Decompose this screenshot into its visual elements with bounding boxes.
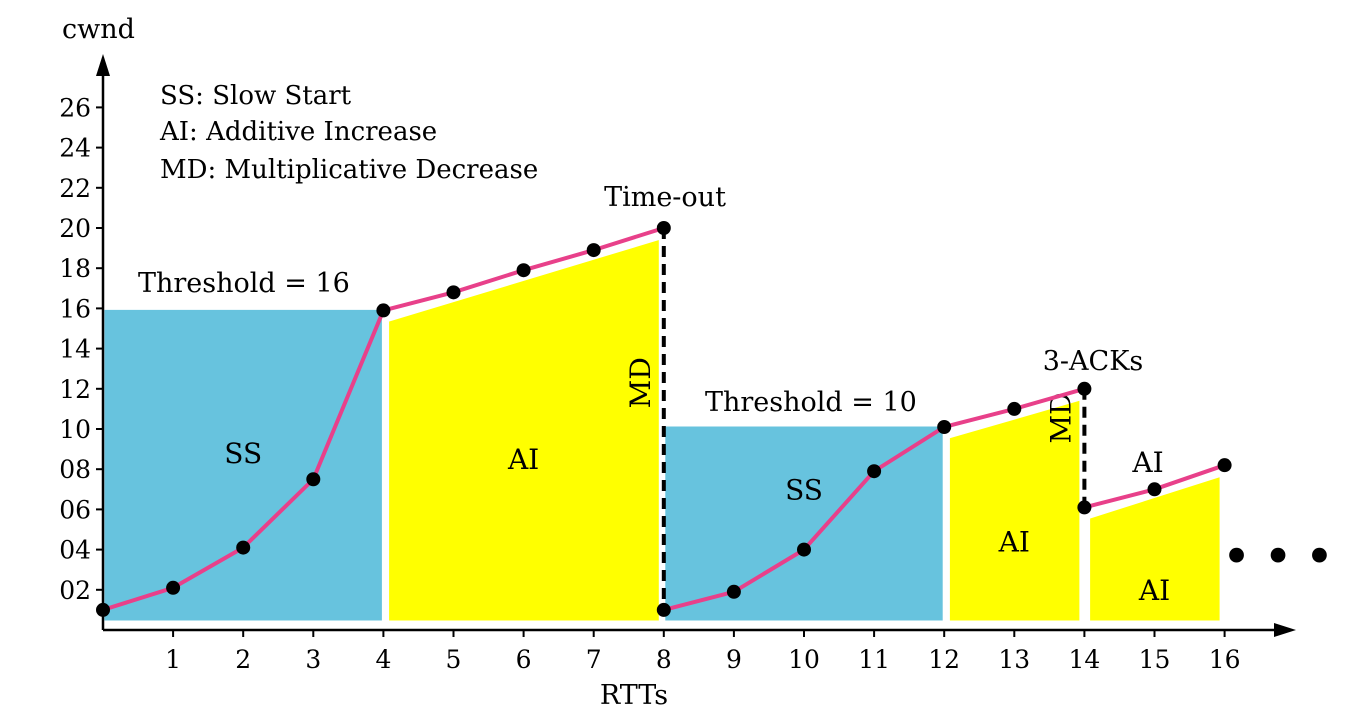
region-label-ss-3: SS <box>785 473 823 506</box>
x-tick-label-9: 9 <box>726 645 742 674</box>
x-tick-label-12: 12 <box>928 645 960 674</box>
timeout-label: Time-out <box>604 182 726 213</box>
region-ai-5 <box>1087 473 1223 624</box>
y-tick-label-22: 22 <box>59 174 91 203</box>
cwnd-point-3-2 <box>1147 482 1162 497</box>
y-axis-arrow <box>96 54 110 76</box>
x-tick-label-1: 1 <box>165 645 181 674</box>
x-tick-label-5: 5 <box>446 645 462 674</box>
y-tick-label-06: 06 <box>59 495 91 524</box>
y-ticks: 02 04 06 08 10 12 14 16 18 20 22 24 26 <box>59 93 103 605</box>
cwnd-point-2-3 <box>797 542 811 557</box>
x-tick-label-3: 3 <box>305 645 321 674</box>
threshold-10-label: Threshold = 10 <box>705 387 917 418</box>
y-tick-label-08: 08 <box>59 455 91 484</box>
x-tick-label-8: 8 <box>656 645 672 674</box>
x-tick-label-4: 4 <box>375 645 391 674</box>
region-ai-4 <box>946 396 1083 624</box>
ai-above-label: AI <box>1131 446 1163 479</box>
cwnd-point-1-8 <box>586 243 601 258</box>
cwnd-point-3-3 <box>1217 458 1232 473</box>
annotations: Threshold = 16 Threshold = 10 Time-out 3… <box>138 182 1333 581</box>
region-ai-2 <box>386 236 662 624</box>
threshold-16-label: Threshold = 16 <box>138 268 350 299</box>
cwnd-point-2-7 <box>1077 381 1092 396</box>
region-label-ai-4: AI <box>998 526 1030 559</box>
x-tick-label-7: 7 <box>586 645 602 674</box>
cwnd-point-1-6 <box>446 285 461 300</box>
continuation-dots: • • • <box>1223 532 1333 581</box>
x-tick-label-16: 16 <box>1209 645 1241 674</box>
x-axis-arrow <box>1274 623 1296 637</box>
x-tick-label-13: 13 <box>998 645 1030 674</box>
x-tick-label-11: 11 <box>858 645 890 674</box>
x-tick-label-14: 14 <box>1068 645 1100 674</box>
y-tick-label-04: 04 <box>59 536 91 565</box>
x-ticks: 1 2 3 4 5 6 7 8 9 10 11 12 13 14 15 16 <box>165 630 1241 674</box>
cwnd-points <box>96 221 1232 617</box>
md-label-2: MD <box>1044 392 1077 443</box>
cwnd-point-2-2 <box>726 584 741 599</box>
cwnd-point-3-1 <box>1077 500 1092 515</box>
y-tick-label-26: 26 <box>59 93 91 122</box>
y-tick-label-24: 24 <box>59 134 91 163</box>
cwnd-point-1-5 <box>376 303 391 318</box>
legend-item-ai: AI: Additive Increase <box>159 117 437 147</box>
cwnd-point-1-4 <box>306 472 321 487</box>
y-tick-label-16: 16 <box>59 294 91 323</box>
y-tick-label-20: 20 <box>59 214 91 243</box>
legend: SS: Slow Start AI: Additive Increase MD:… <box>159 81 538 185</box>
y-tick-label-02: 02 <box>59 576 91 605</box>
md-label-1: MD <box>624 357 657 408</box>
legend-item-ss: SS: Slow Start <box>160 81 352 111</box>
three-acks-label: 3-ACKs <box>1043 346 1144 377</box>
cwnd-point-1-9 <box>656 221 671 235</box>
y-tick-label-12: 12 <box>59 375 91 404</box>
y-tick-label-18: 18 <box>59 254 91 283</box>
cwnd-point-2-1 <box>656 602 671 617</box>
y-axis-label: cwnd <box>62 14 135 45</box>
drops: MD MD <box>624 228 1087 610</box>
x-axis-label: RTTs <box>600 680 668 711</box>
cwnd-point-1-3 <box>236 540 251 555</box>
region-label-ai-5: AI <box>1138 574 1170 607</box>
cwnd-point-2-6 <box>1007 401 1022 416</box>
legend-item-md: MD: Multiplicative Decrease <box>160 155 538 185</box>
y-tick-label-10: 10 <box>59 415 91 444</box>
cwnd-point-1-2 <box>166 580 181 595</box>
cwnd-point-1-7 <box>516 263 531 278</box>
x-tick-label-2: 2 <box>235 645 251 674</box>
x-tick-label-15: 15 <box>1139 645 1171 674</box>
cwnd-point-2-4 <box>867 464 882 479</box>
y-tick-label-14: 14 <box>59 335 91 364</box>
cwnd-point-1-1 <box>96 602 110 617</box>
region-label-ss-1: SS <box>224 437 262 470</box>
region-labels: SS AI SS AI AI <box>224 437 1170 607</box>
cwnd-point-2-5 <box>937 419 952 434</box>
x-tick-label-6: 6 <box>516 645 532 674</box>
region-label-ai-2: AI <box>507 443 539 476</box>
x-tick-label-10: 10 <box>788 645 820 674</box>
